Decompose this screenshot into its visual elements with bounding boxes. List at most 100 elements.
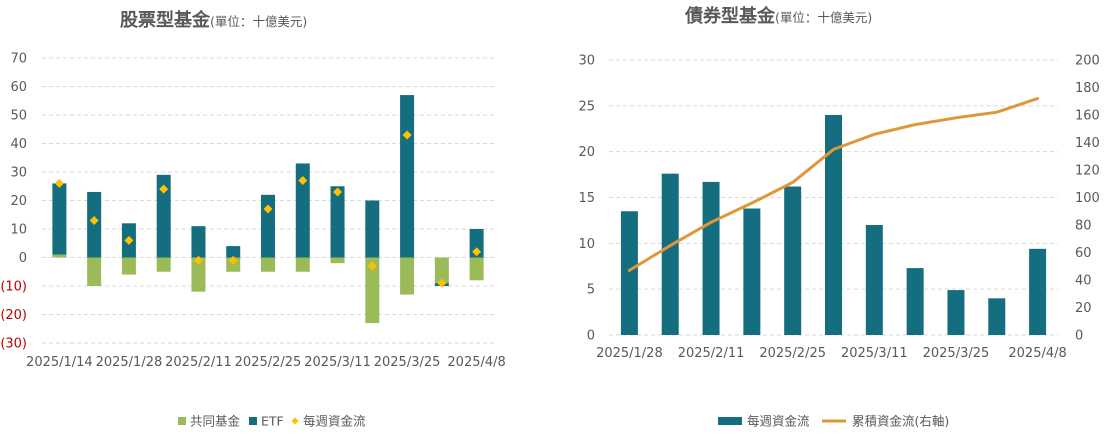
bond-weekly-flow-bar [1029, 248, 1047, 335]
legend-marker-weekly-flow [291, 417, 299, 425]
equity-y-tick: (30) [0, 337, 27, 352]
bond-weekly-flow-bar [865, 225, 883, 335]
legend-swatch-mutual-fund [178, 417, 186, 425]
bond-legend: 每週資金流 累積資金流(右軸) [718, 414, 949, 429]
equity-weekly-flow-marker [472, 247, 482, 257]
equity-mutual-fund-bar [52, 254, 67, 258]
bond-cumulative-line [627, 97, 1040, 272]
bond-left-y-tick: 5 [587, 283, 595, 298]
bond-weekly-flow-bar [661, 173, 679, 335]
bond-left-y-tick: 15 [578, 191, 595, 206]
bond-x-tick: 2025/2/25 [759, 346, 826, 361]
equity-weekly-flow-marker [437, 278, 447, 288]
bond-cumulative-flow-line [627, 97, 1040, 272]
equity-y-tick: (10) [0, 280, 27, 295]
equity-y-tick: (20) [0, 308, 27, 323]
equity-chart-subtitle: (單位：十億美元) [210, 14, 307, 29]
bond-x-tick: 2025/2/11 [678, 346, 745, 361]
legend-label-etf: ETF [261, 414, 284, 429]
equity-x-tick: 2025/2/25 [235, 355, 302, 370]
equity-weekly-flow-marker [193, 255, 203, 265]
equity-mutual-fund-bar [434, 257, 449, 284]
equity-mutual-fund-bar [469, 257, 484, 281]
equity-etf-bar [330, 186, 345, 258]
equity-y-tick: 10 [10, 223, 27, 238]
equity-x-tick: 2025/2/11 [165, 355, 232, 370]
equity-etf-bar [261, 194, 275, 258]
legend-label-mutual-fund: 共同基金 [190, 414, 241, 429]
bond-x-tick-labels: 2025/1/28 2025/2/11 2025/2/25 2025/3/11 2025… [596, 346, 1067, 361]
equity-mutual-fund-bar [156, 257, 171, 272]
equity-weekly-flow-marker [402, 130, 412, 140]
bond-left-y-tick-labels: 30 25 20 15 10 5 0 [578, 54, 595, 344]
equity-x-tick: 2025/3/11 [304, 355, 371, 370]
bond-right-y-tick: 40 [1075, 274, 1092, 289]
equity-y-tick: 0 [19, 251, 27, 266]
equity-weekly-flow-marker [228, 255, 238, 265]
equity-x-tick: 2025/1/28 [96, 355, 163, 370]
bond-left-y-tick: 10 [578, 237, 595, 252]
bond-chart-subtitle: (單位：十億美元) [775, 10, 872, 25]
equity-mutual-fund-bar [87, 257, 102, 286]
equity-x-tick-labels: 2025/1/14 2025/1/28 2025/2/11 2025/2/25 2025… [26, 355, 506, 370]
equity-y-tick: 70 [10, 52, 27, 67]
equity-etf-bar [226, 246, 241, 258]
equity-legend: 共同基金 ETF 每週資金流 [178, 414, 366, 429]
equity-y-tick: 60 [10, 80, 27, 95]
bond-right-y-tick: 100 [1075, 191, 1100, 206]
equity-weekly-flow-marker [298, 176, 308, 186]
bond-chart-title: 債券型基金 [684, 5, 776, 27]
bond-weekly-flow-bar [784, 186, 802, 335]
equity-chart-title: 股票型基金 [119, 9, 211, 31]
bond-left-y-tick: 20 [578, 145, 595, 160]
bond-right-y-tick: 20 [1075, 301, 1092, 316]
bond-left-y-tick: 0 [587, 329, 595, 344]
equity-weekly-flow-marker [54, 178, 64, 188]
bond-right-y-tick: 180 [1075, 81, 1100, 96]
equity-etf-bar [156, 174, 171, 258]
equity-mutual-fund-bar [400, 257, 415, 295]
legend-label-cumulative-flow: 累積資金流(右軸) [852, 414, 949, 429]
equity-weekly-flow-marker [159, 184, 169, 194]
bond-weekly-flow-bar [825, 115, 842, 335]
bond-right-y-tick: 60 [1075, 246, 1092, 261]
bond-weekly-flow-bar [906, 268, 924, 335]
bond-x-tick: 2025/3/11 [841, 346, 908, 361]
equity-weekly-flow-marker [333, 187, 343, 197]
bond-bars [620, 115, 1047, 335]
equity-etf-bar [469, 229, 484, 258]
equity-mutual-fund-bar [330, 257, 345, 264]
equity-weekly-flow-marker [124, 235, 134, 245]
equity-x-tick: 2025/3/25 [374, 355, 441, 370]
equity-weekly-flow-marker [263, 204, 273, 214]
legend-swatch-etf [249, 417, 257, 425]
equity-y-tick: 20 [10, 194, 27, 209]
equity-etf-bar [365, 200, 380, 258]
bond-x-tick: 2025/1/28 [596, 346, 663, 361]
equity-y-tick: 50 [10, 109, 27, 124]
bond-right-y-tick: 80 [1075, 219, 1092, 234]
equity-etf-bar [400, 95, 415, 258]
equity-markers [54, 130, 482, 288]
bond-right-y-tick: 0 [1075, 329, 1083, 344]
bond-right-y-tick: 120 [1075, 164, 1100, 179]
equity-weekly-flow-marker [89, 215, 99, 225]
bond-left-y-tick: 30 [578, 54, 595, 69]
bond-left-y-tick: 25 [578, 99, 595, 114]
legend-label-weekly-flow: 每週資金流 [747, 414, 810, 429]
equity-chart: 股票型基金 (單位：十億美元) 70 60 50 40 30 20 10 0 (10) (20) (… [0, 9, 505, 429]
equity-etf-bar [191, 226, 206, 258]
bond-right-y-tick: 200 [1075, 54, 1100, 69]
equity-y-tick-labels: 70 60 50 40 30 20 10 0 (10) (20) (30) [0, 52, 27, 352]
bond-x-tick: 2025/3/25 [923, 346, 990, 361]
legend-swatch-weekly-flow [718, 417, 742, 425]
equity-mutual-fund-bar [191, 257, 206, 292]
equity-x-tick: 2025/1/14 [26, 355, 93, 370]
equity-x-tick: 2025/4/8 [447, 355, 505, 370]
bond-weekly-flow-bar [620, 211, 638, 335]
bond-weekly-flow-bar [702, 181, 720, 335]
equity-etf-bar [295, 163, 310, 258]
bond-weekly-flow-bar [947, 290, 965, 335]
